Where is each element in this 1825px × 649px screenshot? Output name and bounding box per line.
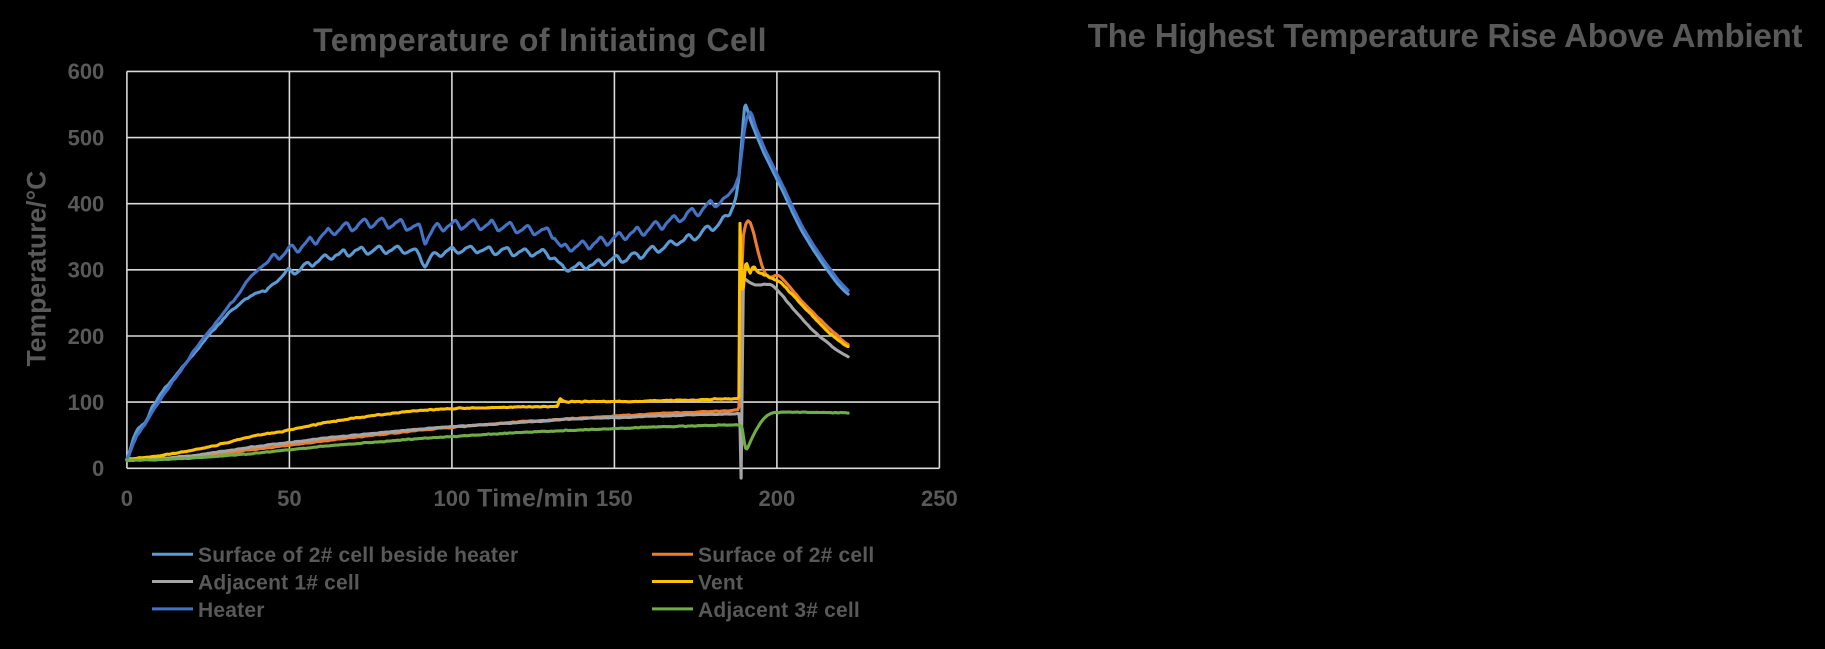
svg-text:150: 150 (596, 486, 633, 511)
svg-text:Surface of 2# cell beside heat: Surface of 2# cell beside heater (198, 544, 518, 567)
svg-text:Temperature/°C: Temperature/°C (22, 171, 52, 367)
svg-text:The Highest Temperature Rise A: The Highest Temperature Rise Above Ambie… (1088, 17, 1803, 54)
svg-text:Vent: Vent (698, 572, 743, 595)
svg-text:500: 500 (68, 125, 105, 150)
svg-text:50: 50 (277, 486, 301, 511)
svg-text:Heater: Heater (198, 599, 265, 622)
svg-text:Surface of 2# cell: Surface of 2# cell (698, 544, 874, 567)
svg-text:300: 300 (68, 258, 105, 283)
svg-text:600: 600 (68, 59, 105, 84)
svg-text:200: 200 (68, 324, 105, 349)
svg-text:100: 100 (68, 390, 105, 415)
svg-text:0: 0 (92, 456, 104, 481)
svg-text:Adjacent 1# cell: Adjacent 1# cell (198, 572, 360, 595)
svg-text:Temperature of Initiating Cell: Temperature of Initiating Cell (313, 22, 767, 58)
svg-text:200: 200 (759, 486, 796, 511)
svg-text:Time/min: Time/min (477, 485, 589, 513)
svg-text:250: 250 (921, 486, 958, 511)
svg-text:0: 0 (121, 486, 133, 511)
svg-text:100: 100 (434, 486, 471, 511)
svg-text:Adjacent 3# cell: Adjacent 3# cell (698, 599, 860, 622)
svg-text:400: 400 (68, 192, 105, 217)
